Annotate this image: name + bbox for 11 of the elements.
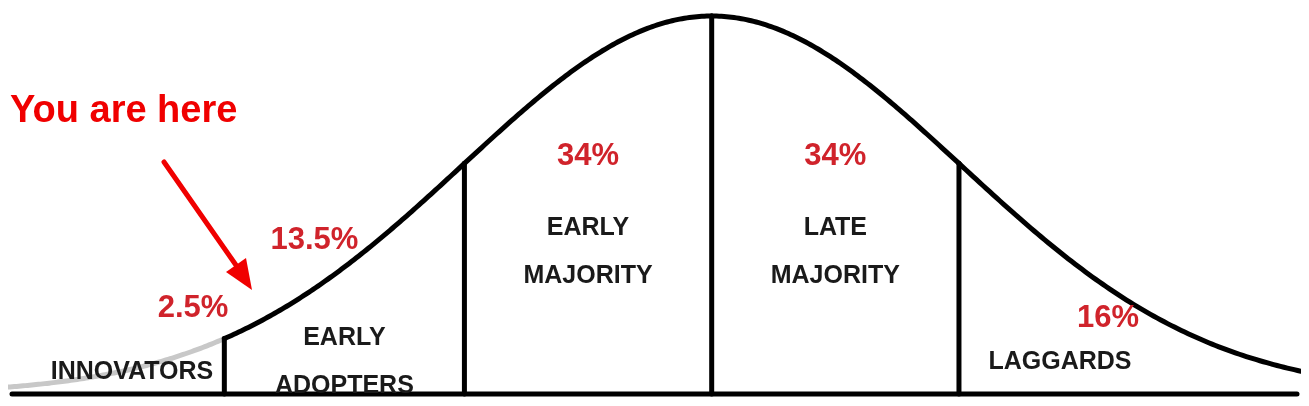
category-label: EARLY ADOPTERS <box>274 321 414 398</box>
category-label: LATE MAJORITY <box>770 211 901 288</box>
category-label: EARLY MAJORITY <box>523 211 653 288</box>
category-label: LAGGARDS <box>988 345 1132 374</box>
data-label: 16% <box>1076 298 1140 334</box>
text: You are here <box>10 88 238 131</box>
data-label: 2.5% <box>157 288 229 324</box>
data-label: 13.5% <box>270 220 359 256</box>
data-label: 34% <box>804 136 867 172</box>
data-label: 34% <box>557 136 620 172</box>
category-label: INNOVATORS <box>50 355 214 384</box>
